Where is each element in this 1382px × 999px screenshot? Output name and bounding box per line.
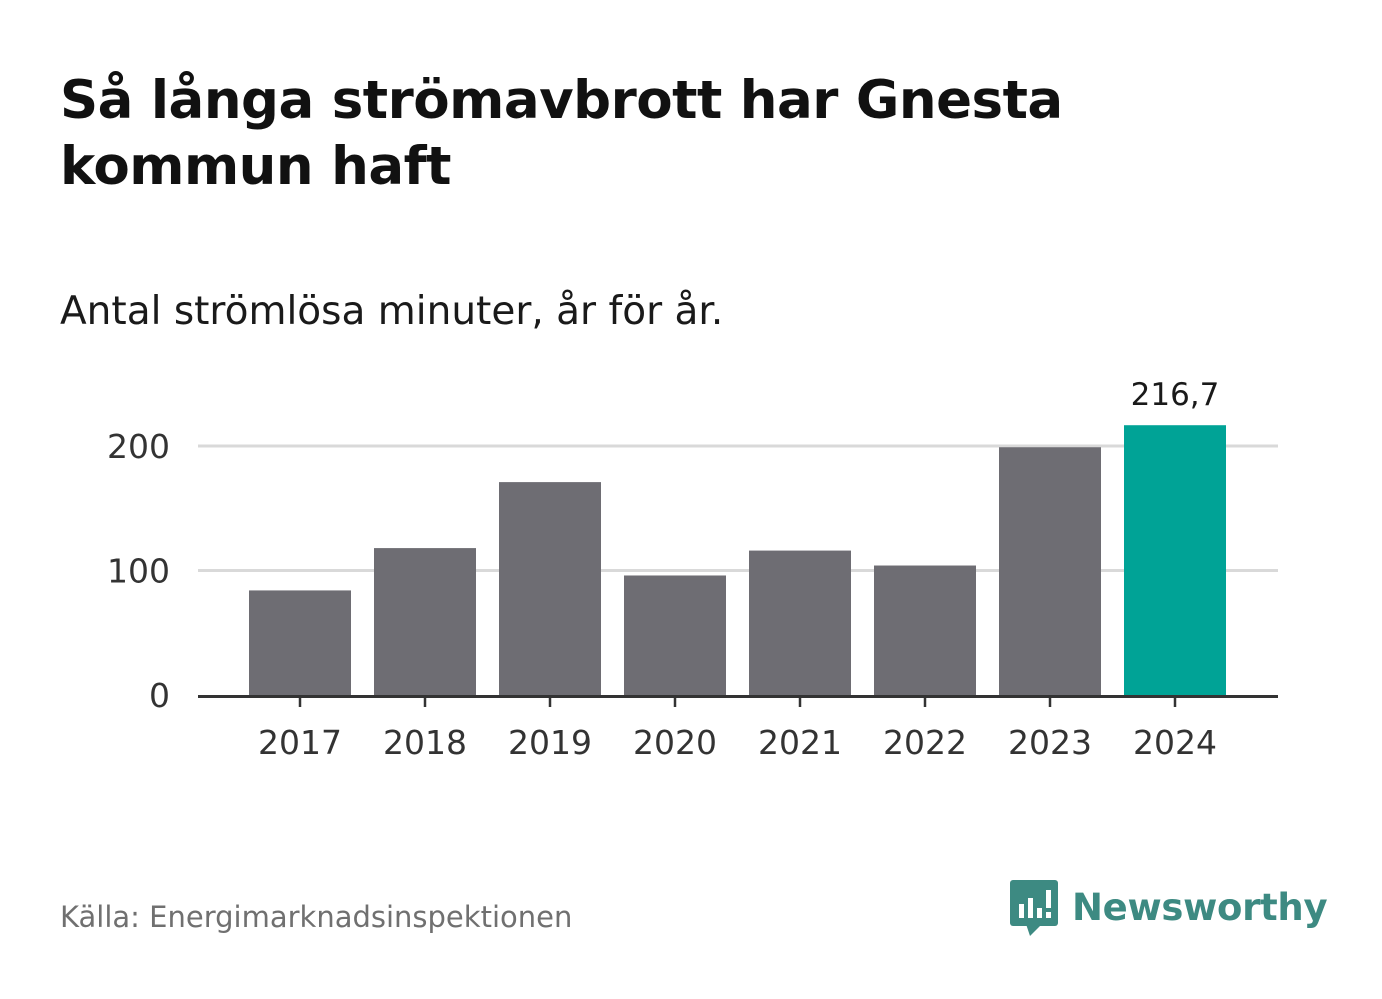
x-tick-label: 2021: [758, 723, 842, 762]
gridlines: [198, 444, 1278, 572]
x-tick-label: 2020: [633, 723, 717, 762]
bar-2018: [374, 548, 476, 695]
bar-2017: [249, 590, 351, 695]
x-tick-label: 2018: [383, 723, 467, 762]
bar-2021: [749, 550, 851, 695]
brand-logo: Newsworthy: [1008, 876, 1328, 938]
chart-subtitle: Antal strömlösa minuter, år för år.: [60, 289, 724, 334]
x-tick-label: 2022: [883, 723, 967, 762]
data-label-2024: 216,7: [1131, 377, 1220, 413]
bar-chart: 0 100 200 2017 2018 2019 2020 2021 2022 2023 2024…: [107, 377, 1278, 762]
x-tick-label: 2017: [258, 723, 342, 762]
x-axis-ticks: 2017 2018 2019 2020 2021 2022 2023 2024: [258, 698, 1217, 762]
y-axis-ticks: 0 100 200: [107, 427, 170, 715]
y-tick-label: 200: [107, 427, 170, 466]
bars: [249, 425, 1226, 695]
source-note: Källa: Energimarknadsinspektionen: [60, 900, 573, 934]
x-tick-label: 2024: [1133, 723, 1217, 762]
bar-2019: [499, 482, 601, 695]
y-tick-label: 0: [149, 676, 170, 715]
brand-name: Newsworthy: [1072, 885, 1328, 929]
bar-2022: [874, 565, 976, 695]
x-tick-label: 2023: [1008, 723, 1092, 762]
bar-2020: [624, 575, 726, 695]
y-tick-label: 100: [107, 552, 170, 591]
bar-2024: [1124, 425, 1226, 695]
x-tick-label: 2019: [508, 723, 592, 762]
chart-title: Så långa strömavbrott har Gnesta kommun …: [60, 70, 1063, 197]
bar-2023: [999, 447, 1101, 695]
data-labels: 216,7: [1131, 377, 1220, 413]
chart-speech-bubble-icon: [1010, 880, 1058, 936]
